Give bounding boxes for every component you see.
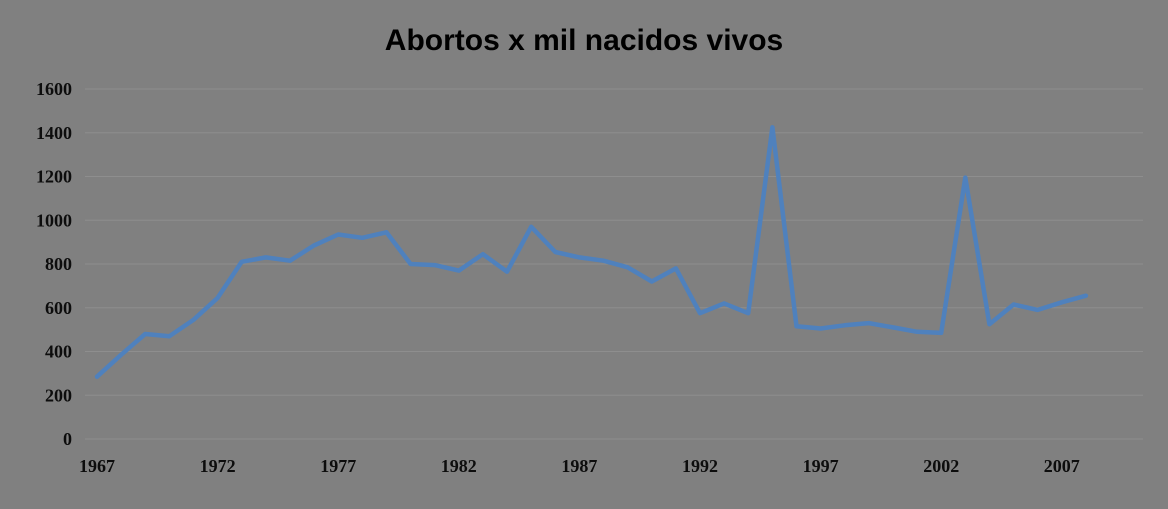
x-tick-label: 1967 <box>79 456 115 476</box>
y-tick-label: 400 <box>45 342 72 362</box>
x-tick-label: 2002 <box>923 456 959 476</box>
y-tick-label: 0 <box>63 429 72 449</box>
x-axis-tick-labels: 1967 1972 1977 1982 1987 1992 1997 2002 2007 <box>79 456 1080 476</box>
x-tick-label: 1992 <box>682 456 718 476</box>
data-series-line <box>94 125 1089 379</box>
x-tick-label: 2007 <box>1044 456 1080 476</box>
y-tick-label: 800 <box>45 254 72 274</box>
y-tick-label: 600 <box>45 298 72 318</box>
y-tick-label: 1000 <box>36 210 72 230</box>
y-tick-label: 1600 <box>36 79 72 99</box>
x-tick-label: 1977 <box>320 456 356 476</box>
x-tick-label: 1972 <box>200 456 236 476</box>
y-axis-tick-labels: 0 200 400 600 800 1000 1200 1400 1600 <box>36 79 72 449</box>
x-tick-label: 1982 <box>441 456 477 476</box>
x-tick-label: 1987 <box>561 456 597 476</box>
y-tick-label: 1200 <box>36 167 72 187</box>
chart-title: Abortos x mil nacidos vivos <box>384 24 784 57</box>
y-tick-label: 1400 <box>36 123 72 143</box>
y-tick-label: 200 <box>45 385 72 405</box>
x-tick-label: 1997 <box>803 456 839 476</box>
